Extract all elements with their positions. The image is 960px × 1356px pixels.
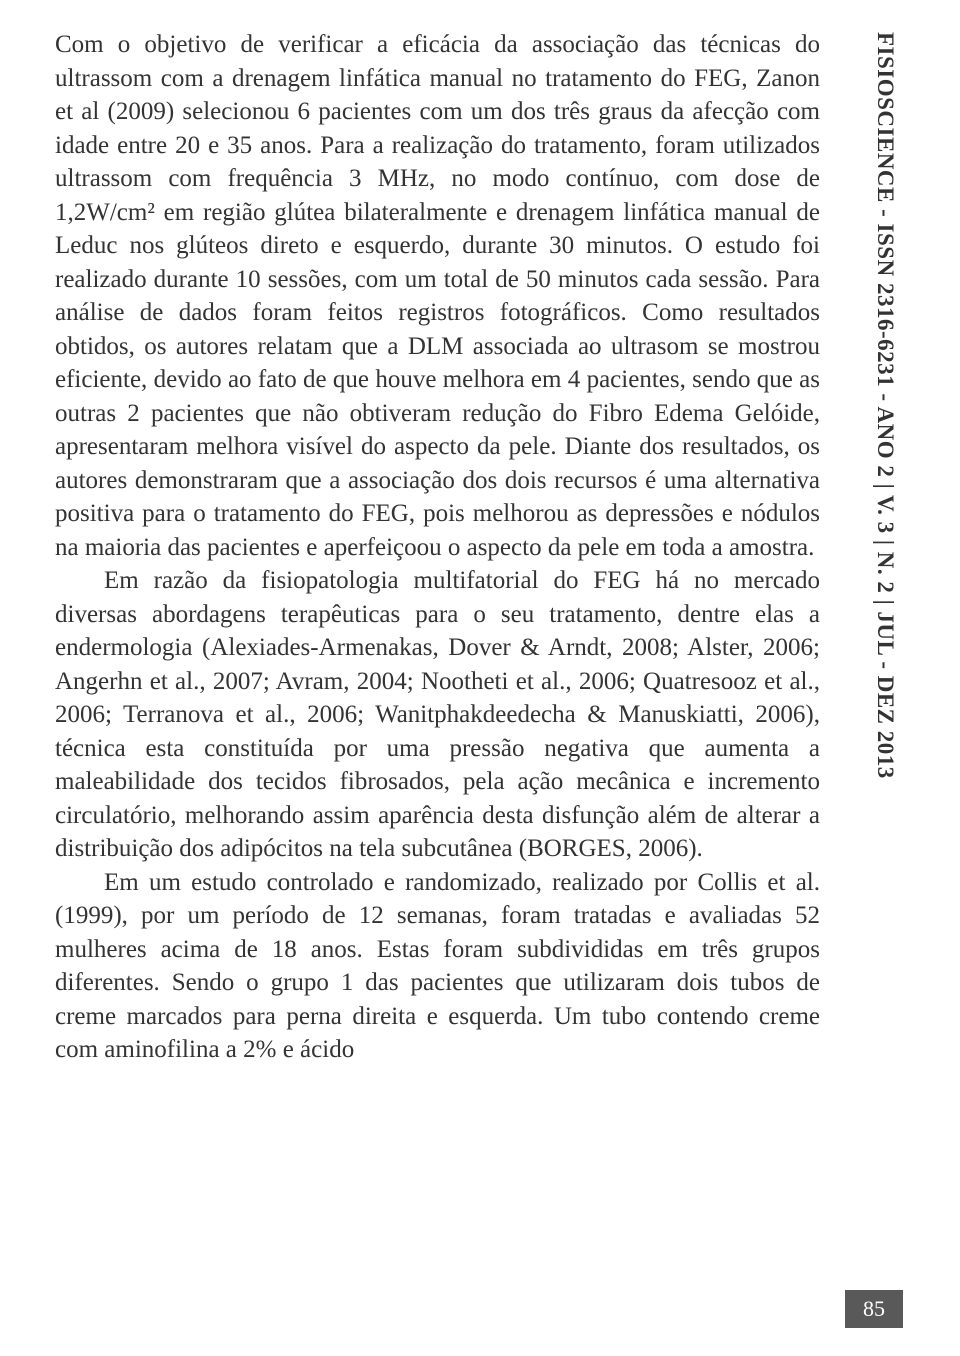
page-number-value: 85	[863, 1296, 885, 1322]
paragraph-1: Com o objetivo de verificar a eficácia d…	[55, 28, 820, 564]
page-number: 85	[845, 1290, 903, 1328]
body-text-block: Com o objetivo de verificar a eficácia d…	[55, 28, 820, 1067]
paragraph-2: Em razão da fisiopatologia multifatorial…	[55, 564, 820, 866]
journal-runner: FISIOSCIENCE - ISSN 2316-6231 - ANO 2 | …	[872, 32, 898, 779]
page-root: Com o objetivo de verificar a eficácia d…	[0, 0, 960, 1356]
paragraph-3: Em um estudo controlado e randomizado, r…	[55, 866, 820, 1067]
